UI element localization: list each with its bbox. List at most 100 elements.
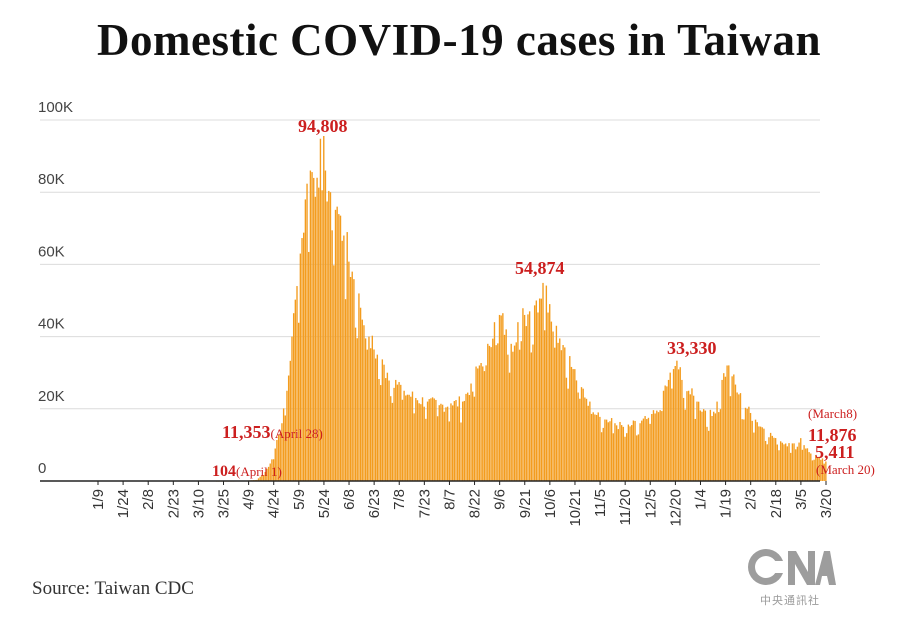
bar	[333, 265, 335, 481]
bar	[699, 410, 702, 481]
bar	[798, 442, 800, 481]
x-tick-label: 2/18	[768, 489, 785, 518]
bar	[671, 388, 673, 481]
bar	[791, 443, 794, 481]
bar	[319, 138, 322, 482]
bar	[781, 442, 784, 481]
bar	[540, 298, 543, 481]
bar	[682, 397, 685, 481]
bar	[364, 338, 367, 481]
bar	[795, 449, 797, 481]
bar	[299, 253, 302, 481]
bar	[271, 459, 273, 481]
bar	[612, 433, 614, 481]
bar	[550, 321, 553, 481]
bar	[748, 406, 750, 481]
source-note: Source: Taiwan CDC	[32, 578, 194, 599]
bar	[684, 409, 686, 481]
bar	[380, 385, 382, 481]
bar	[709, 409, 712, 481]
bar	[592, 412, 594, 481]
bar	[708, 430, 710, 481]
bar	[741, 419, 743, 481]
bar	[538, 298, 541, 481]
annotation-note: (April 1)	[236, 464, 282, 479]
bar	[492, 338, 494, 481]
bar	[354, 327, 357, 481]
bar	[716, 401, 718, 481]
bar	[564, 347, 566, 481]
bar	[711, 416, 713, 481]
bar	[657, 412, 660, 481]
bar	[318, 187, 320, 481]
bar	[641, 420, 643, 481]
bar	[666, 386, 668, 481]
bar	[341, 240, 343, 481]
bar	[779, 441, 782, 481]
bar	[721, 379, 723, 481]
bar	[336, 206, 338, 481]
bar	[786, 446, 789, 481]
bar	[785, 443, 787, 481]
bar	[473, 396, 476, 481]
bar	[609, 421, 611, 481]
bar	[565, 377, 568, 481]
x-tick-label: 3/20	[818, 489, 835, 518]
bar	[627, 424, 630, 481]
bar	[329, 192, 332, 481]
bar	[744, 407, 747, 481]
bar	[396, 384, 399, 481]
bar	[289, 360, 291, 481]
cna-logo-mark	[748, 549, 836, 585]
bar	[395, 379, 397, 481]
bar	[664, 385, 666, 481]
bar	[634, 420, 636, 481]
x-tick-label: 1/24	[115, 489, 132, 518]
bar	[816, 457, 819, 481]
bar	[408, 394, 410, 481]
cna-logo-subtitle: 中央通訊社	[760, 594, 820, 607]
bar	[811, 460, 814, 481]
bar	[706, 426, 708, 481]
x-tick-label: 12/5	[642, 489, 659, 518]
bar	[420, 404, 422, 481]
bar	[535, 300, 538, 481]
bar	[626, 433, 628, 481]
bar	[430, 398, 432, 481]
bar	[356, 338, 358, 481]
bar	[656, 410, 658, 481]
bar	[287, 375, 290, 481]
bar	[415, 397, 417, 481]
bar	[718, 412, 720, 481]
bar	[545, 285, 548, 481]
bar	[810, 453, 812, 481]
bar	[261, 475, 263, 481]
bar	[435, 399, 437, 481]
bar	[313, 177, 315, 482]
bar	[324, 170, 327, 482]
bar	[686, 391, 688, 481]
annotation: 11,353(April 28)	[222, 422, 323, 442]
bar	[584, 397, 586, 481]
x-tick-label: 8/7	[441, 489, 458, 510]
x-tick-label: 2/3	[743, 489, 760, 510]
bar	[477, 368, 479, 481]
bar	[349, 276, 352, 481]
bar	[497, 343, 499, 481]
bar	[652, 410, 655, 481]
bar	[267, 466, 270, 481]
bar	[595, 414, 598, 481]
bar	[403, 390, 405, 481]
bar	[292, 313, 295, 481]
gridlines	[40, 119, 820, 410]
bar	[338, 214, 340, 482]
bar	[390, 396, 392, 481]
x-tick-label: 11/20	[617, 489, 634, 525]
bar	[649, 423, 651, 481]
bar	[373, 349, 375, 481]
bar	[416, 400, 419, 481]
bar	[679, 367, 681, 481]
bar	[515, 342, 517, 481]
bar	[426, 401, 429, 481]
